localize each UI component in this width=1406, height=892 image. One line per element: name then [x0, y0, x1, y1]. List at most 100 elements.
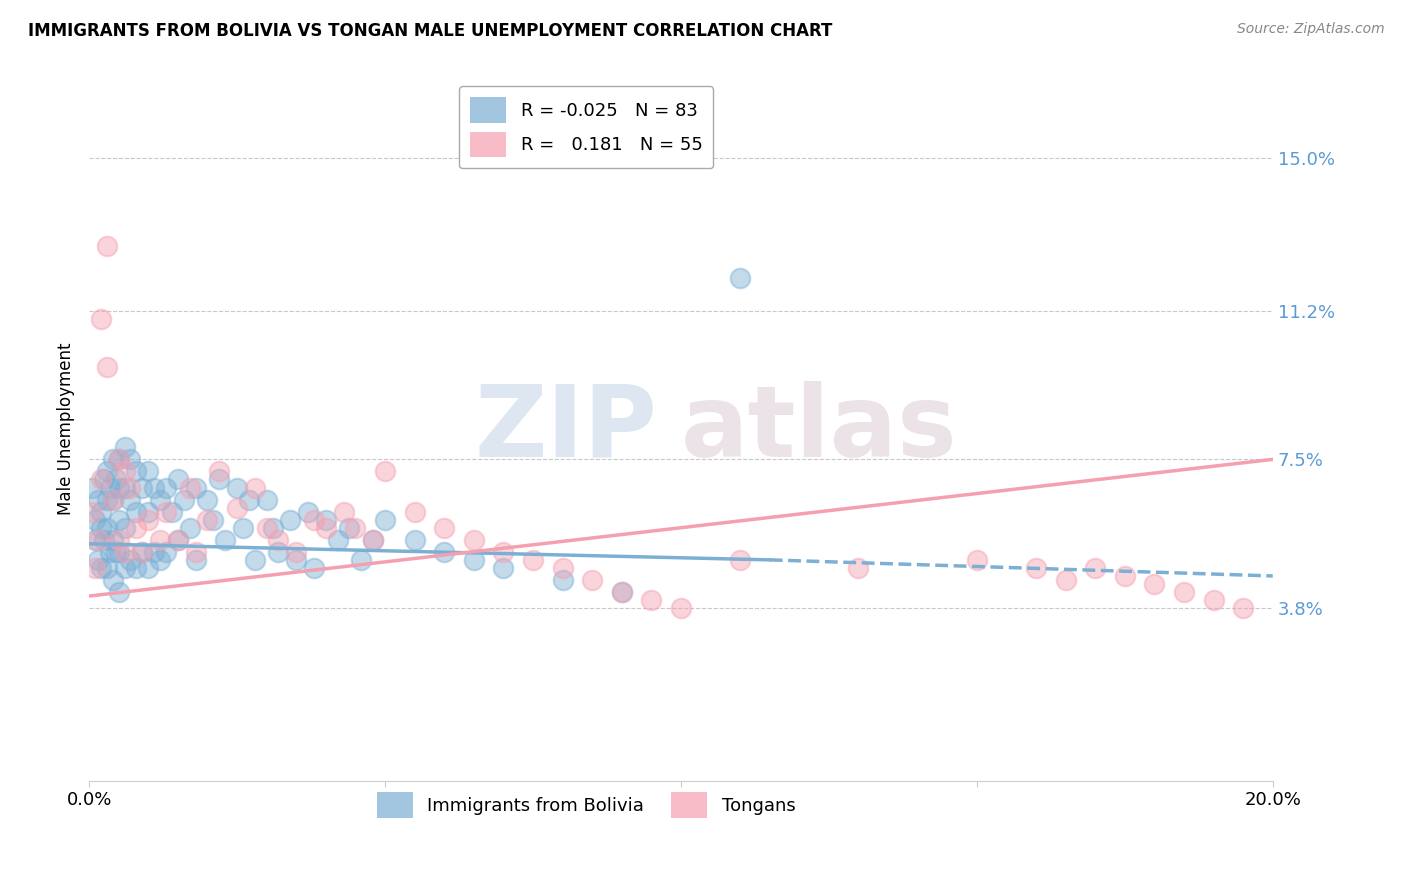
Point [155, 481, 177, 495]
Point [610, 585, 633, 599]
Point [114, 465, 136, 479]
Point [84, 513, 107, 527]
Point [125, 561, 148, 575]
Point [136, 513, 159, 527]
Point [149, 553, 172, 567]
Point [107, 513, 129, 527]
Point [166, 533, 188, 547]
Point [339, 521, 361, 535]
Point [136, 465, 159, 479]
Point [155, 505, 177, 519]
Point [120, 553, 142, 567]
Point [285, 545, 308, 559]
Point [256, 521, 278, 535]
Point [90, 561, 112, 575]
Point [208, 465, 231, 479]
Point [1114, 569, 1136, 583]
Point [104, 473, 127, 487]
Point [256, 492, 278, 507]
Point [155, 545, 177, 559]
Point [640, 593, 662, 607]
Point [107, 452, 129, 467]
Point [344, 521, 367, 535]
Point [125, 465, 148, 479]
Point [315, 513, 337, 527]
Point [374, 465, 396, 479]
Point [463, 553, 485, 567]
Point [107, 585, 129, 599]
Y-axis label: Male Unemployment: Male Unemployment [58, 343, 75, 516]
Point [374, 513, 396, 527]
Legend: Immigrants from Bolivia, Tongans: Immigrants from Bolivia, Tongans [370, 785, 803, 825]
Point [1143, 577, 1166, 591]
Point [90, 521, 112, 535]
Point [93, 473, 115, 487]
Point [728, 271, 751, 285]
Point [492, 545, 515, 559]
Point [226, 481, 249, 495]
Point [214, 533, 236, 547]
Point [262, 521, 284, 535]
Point [87, 553, 110, 567]
Point [131, 545, 153, 559]
Point [315, 521, 337, 535]
Point [1173, 585, 1195, 599]
Point [243, 553, 266, 567]
Point [107, 452, 129, 467]
Point [101, 492, 124, 507]
Point [101, 573, 124, 587]
Point [173, 492, 195, 507]
Point [96, 521, 118, 535]
Point [326, 533, 349, 547]
Point [285, 553, 308, 567]
Point [80, 481, 103, 495]
Point [433, 521, 456, 535]
Text: ZIP: ZIP [474, 381, 657, 478]
Point [96, 465, 118, 479]
Point [433, 545, 456, 559]
Point [120, 481, 142, 495]
Point [107, 545, 129, 559]
Point [107, 481, 129, 495]
Point [98, 481, 121, 495]
Point [278, 513, 301, 527]
Point [184, 553, 207, 567]
Point [101, 533, 124, 547]
Point [404, 505, 426, 519]
Point [120, 452, 142, 467]
Point [143, 481, 166, 495]
Point [226, 500, 249, 515]
Point [136, 505, 159, 519]
Point [1202, 593, 1225, 607]
Point [131, 481, 153, 495]
Point [87, 533, 110, 547]
Point [166, 533, 188, 547]
Point [166, 473, 188, 487]
Point [90, 311, 112, 326]
Point [1054, 573, 1077, 587]
Point [350, 553, 373, 567]
Point [84, 533, 107, 547]
Point [197, 513, 219, 527]
Point [96, 359, 118, 374]
Point [197, 492, 219, 507]
Point [101, 492, 124, 507]
Point [208, 473, 231, 487]
Point [84, 561, 107, 575]
Point [114, 561, 136, 575]
Point [1232, 601, 1254, 615]
Point [125, 521, 148, 535]
Point [143, 545, 166, 559]
Point [551, 561, 574, 575]
Point [184, 481, 207, 495]
Point [96, 561, 118, 575]
Point [848, 561, 870, 575]
Point [1084, 561, 1107, 575]
Point [1025, 561, 1047, 575]
Point [361, 533, 384, 547]
Point [463, 533, 485, 547]
Point [581, 573, 603, 587]
Point [114, 521, 136, 535]
Point [238, 492, 260, 507]
Point [98, 545, 121, 559]
